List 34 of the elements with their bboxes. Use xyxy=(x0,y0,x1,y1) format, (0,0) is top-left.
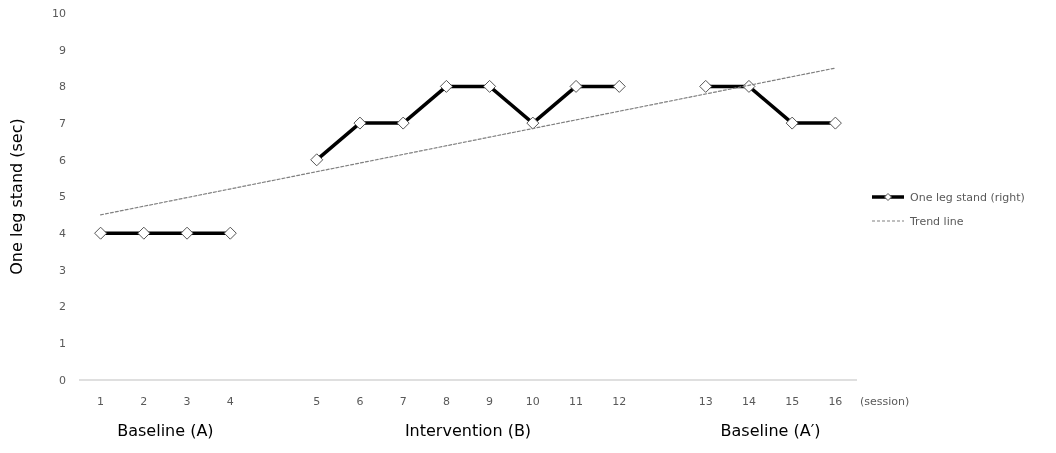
legend-label: Trend line xyxy=(909,214,964,228)
x-axis-title: (session) xyxy=(860,394,910,408)
y-tick-label: 0 xyxy=(59,373,66,387)
y-tick-label: 2 xyxy=(59,300,66,314)
y-tick-label: 7 xyxy=(59,116,66,130)
y-tick-label: 1 xyxy=(59,337,66,351)
x-tick-label: 5 xyxy=(313,394,321,408)
x-tick-label: 15 xyxy=(785,394,800,408)
x-tick-label: 1 xyxy=(97,394,105,408)
x-tick-label: 4 xyxy=(226,394,234,408)
text: Intervention (B) xyxy=(404,421,532,440)
x-tick-label: 2 xyxy=(140,394,148,408)
text: Baseline (A) xyxy=(117,421,214,440)
y-tick-label: 4 xyxy=(59,227,66,241)
x-tick-label: 6 xyxy=(356,394,364,408)
y-tick-label: 3 xyxy=(59,263,66,277)
x-tick-label: 9 xyxy=(486,394,494,408)
x-tick-label: 16 xyxy=(828,394,843,408)
x-tick-label: 8 xyxy=(442,394,450,408)
y-tick-label: 8 xyxy=(59,80,66,94)
y-tick-label: 6 xyxy=(59,153,66,167)
x-tick-label: 13 xyxy=(698,394,713,408)
x-tick-label: 7 xyxy=(399,394,407,408)
x-tick-label: 10 xyxy=(525,394,540,408)
x-tick-label: 12 xyxy=(612,394,627,408)
y-tick-label: 10 xyxy=(52,6,66,20)
y-tick-label: 9 xyxy=(59,43,66,57)
x-tick-label: 3 xyxy=(183,394,191,408)
x-tick-label: 14 xyxy=(741,394,756,408)
y-tick-label: 5 xyxy=(59,190,66,204)
legend-label: One leg stand (right) xyxy=(910,190,1025,204)
text: Baseline (A′) xyxy=(720,421,821,440)
x-tick-label: 11 xyxy=(569,394,584,408)
y-axis-title: One leg stand (sec) xyxy=(7,118,26,275)
